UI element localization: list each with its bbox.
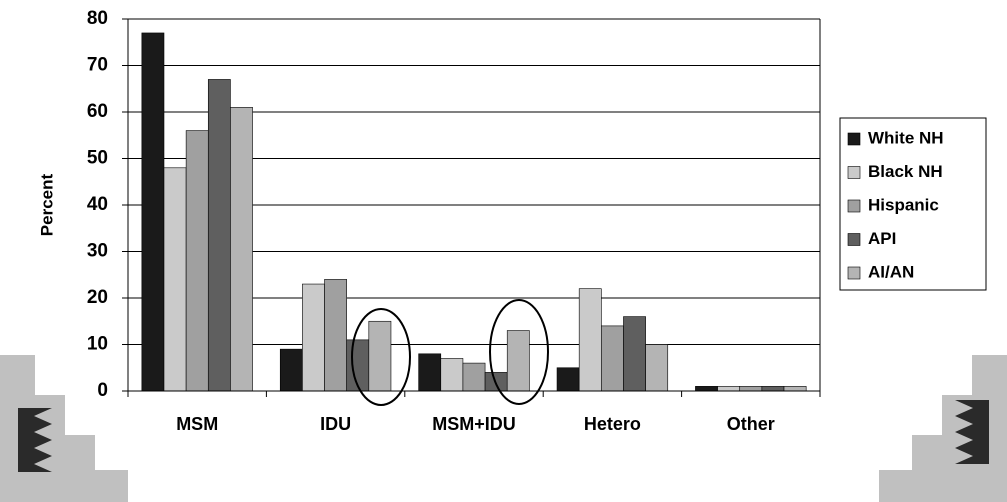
bar (695, 386, 718, 392)
bar (440, 358, 464, 392)
x-tick-label: MSM (176, 414, 218, 434)
legend-swatch (847, 266, 861, 280)
bar (506, 330, 530, 392)
bar (739, 386, 763, 392)
legend-label: API (868, 229, 896, 248)
bar (418, 353, 442, 392)
bar (578, 288, 602, 392)
bar (230, 107, 253, 392)
x-tick-label: MSM+IDU (432, 414, 516, 434)
y-tick-label: 50 (87, 148, 108, 169)
bar (279, 348, 303, 392)
bar (623, 316, 646, 392)
legend-label: Hispanic (868, 195, 939, 214)
bar (462, 362, 486, 392)
bar (556, 367, 580, 392)
y-tick-label: 70 (87, 55, 108, 76)
bar (207, 79, 231, 392)
decoration (0, 355, 1007, 502)
x-tick-label: Other (727, 414, 775, 434)
y-tick-label: 30 (87, 241, 108, 262)
legend-label: AI/AN (868, 262, 914, 281)
annotation-ellipse (489, 299, 549, 405)
y-axis-label: Percent (37, 173, 56, 236)
bar (141, 32, 165, 392)
legend-label: White NH (868, 128, 944, 147)
y-tick-label: 10 (87, 334, 108, 355)
bar (645, 344, 669, 392)
x-tick-label: Hetero (584, 414, 641, 434)
bar (163, 167, 187, 392)
bar (324, 279, 347, 392)
bar (368, 320, 392, 392)
bar (185, 130, 209, 392)
y-tick-label: 40 (87, 194, 108, 215)
legend-swatch (847, 166, 861, 179)
legend-swatch (847, 132, 861, 146)
bar (783, 386, 807, 392)
bar (601, 325, 624, 392)
bar (302, 283, 325, 392)
y-tick-label: 20 (87, 287, 108, 308)
x-tick-label: IDU (320, 414, 351, 434)
bar (717, 386, 741, 392)
legend-swatch (847, 233, 861, 246)
legend-swatch (847, 199, 861, 213)
bar (761, 386, 785, 392)
legend-label: Black NH (868, 162, 943, 181)
y-tick-label: 80 (87, 8, 108, 29)
legend: White NH Black NH Hispanic API AI/AN (839, 117, 987, 291)
annotation-ellipse (351, 308, 411, 406)
y-tick-label: 60 (87, 101, 108, 122)
y-tick-label: 0 (97, 380, 108, 401)
